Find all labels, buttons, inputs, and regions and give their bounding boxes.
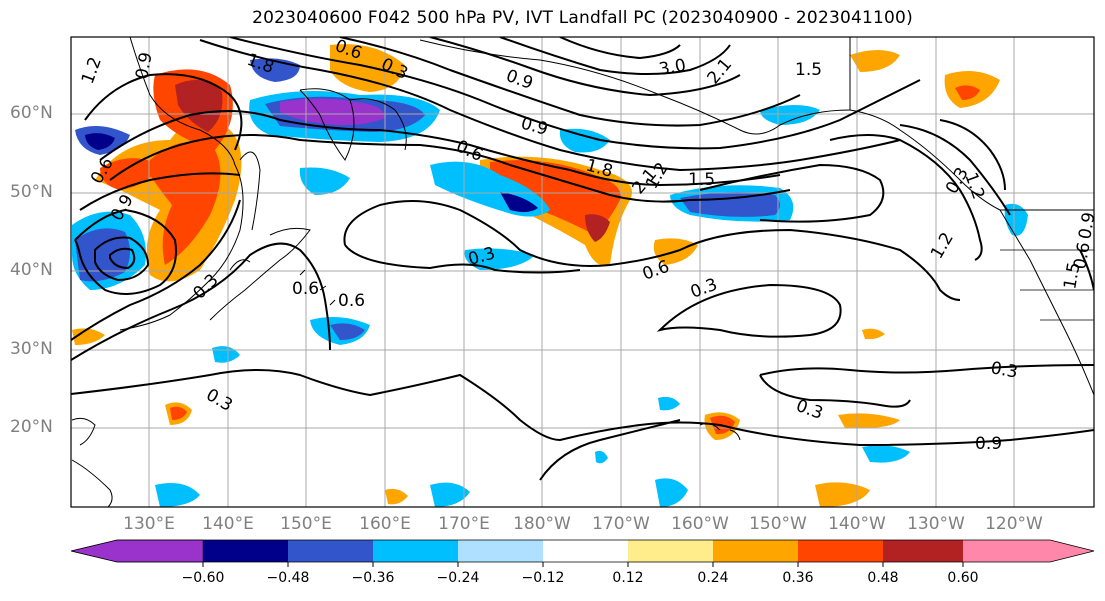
contour-label: 1.5 — [795, 60, 822, 80]
anomaly-negative-gulf-core — [680, 192, 780, 217]
lat-label: 60°N — [10, 103, 53, 123]
anomaly-negative-small-2 — [299, 167, 350, 195]
contour-label: 1.5 — [688, 170, 715, 190]
anomaly-positive-small-4 — [815, 482, 870, 507]
anomaly-negative-alaska — [760, 105, 820, 125]
colorbar-segment — [458, 540, 543, 562]
contour-label: 1.2 — [927, 229, 958, 262]
anomaly-negative-west-2-core — [85, 133, 115, 150]
contour-label: 0.9 — [975, 434, 1002, 454]
anomaly-negative-aleutian — [559, 128, 610, 153]
colorbar-segment — [543, 540, 628, 562]
anomaly-negative-small-8 — [655, 478, 688, 507]
anomaly-positive-small-5 — [838, 413, 900, 429]
colorbar-tick-label: −0.24 — [436, 570, 480, 586]
contour-label: 0.9 — [132, 51, 156, 81]
lon-label: 120°W — [985, 514, 1043, 534]
colorbar — [70, 539, 1095, 567]
colorbar-segment — [628, 540, 713, 562]
contour-label: 1.5 — [1060, 261, 1084, 291]
colorbar-segment — [203, 540, 288, 562]
contour-label: 0.6 — [292, 279, 319, 299]
lon-label: 170°E — [438, 514, 490, 534]
lat-label: 30°N — [10, 339, 53, 359]
colorbar-segment — [713, 540, 798, 562]
colorbar-segment — [883, 540, 963, 562]
coastlines — [71, 37, 1094, 507]
colorbar-tick-label: −0.48 — [266, 570, 310, 586]
colorbar-segment — [798, 540, 883, 562]
contour-label: 2.1 — [704, 55, 737, 89]
colorbar-tick-label: 0.48 — [867, 570, 899, 586]
anomaly-positive-nw-core — [175, 79, 223, 132]
lon-label: 150°E — [280, 514, 332, 534]
lon-label: 130°E — [123, 514, 175, 534]
colorbar-tick-label: −0.36 — [351, 570, 395, 586]
contour-label: 1.2 — [78, 54, 106, 86]
colorbar-outline — [70, 539, 1095, 563]
anomaly-positive-small-8 — [72, 328, 105, 345]
lat-label: 50°N — [10, 182, 53, 202]
pv-contours — [71, 37, 1094, 481]
anomaly-negative-small-9 — [862, 445, 910, 463]
pv-anomaly-shading — [72, 44, 1028, 507]
contour-label: 0.9 — [1075, 211, 1099, 241]
colorbar-tick-label: −0.12 — [521, 570, 565, 586]
lon-label: 160°W — [671, 514, 729, 534]
map-title: 2023040600 F042 500 hPa PV, IVT Landfall… — [252, 8, 913, 28]
lon-label: 150°W — [749, 514, 807, 534]
colorbar-segment — [963, 540, 1094, 562]
anomaly-negative-small-12 — [658, 396, 680, 411]
lon-label: 170°W — [592, 514, 650, 534]
map-frame — [70, 36, 1095, 508]
anomaly-positive-small-6-core — [955, 85, 980, 100]
anomaly-negative-small-6 — [155, 482, 200, 507]
anomaly-negative-small-7 — [430, 482, 470, 507]
anomaly-negative-small-11 — [595, 450, 608, 464]
colorbar-segment — [373, 540, 458, 562]
lon-label: 180°W — [513, 514, 571, 534]
anomaly-negative-small-4 — [330, 323, 365, 340]
anomaly-negative-west-core — [75, 228, 130, 282]
lon-label: 160°E — [359, 514, 411, 534]
anomaly-positive-jet-inner — [585, 214, 610, 242]
colorbar-tick-label: 0.12 — [612, 570, 644, 586]
anomaly-positive-small-10 — [862, 328, 885, 340]
contour-label: 0.3 — [989, 358, 1019, 382]
anomaly-negative-jet-core — [500, 192, 538, 213]
contour-label: 3.0 — [657, 56, 687, 80]
colorbar-tick-label: 0.24 — [697, 570, 729, 586]
anomaly-negative-small-10 — [1004, 203, 1028, 236]
lon-label: 130°W — [907, 514, 965, 534]
anomaly-positive-small-2-core — [170, 406, 187, 420]
colorbar-segment — [288, 540, 373, 562]
anomaly-positive-small-7 — [850, 50, 900, 72]
graticule — [71, 37, 1094, 507]
contour-label: 0.6 — [338, 291, 365, 311]
contour-label: 0.9 — [519, 114, 550, 140]
contour-label: 0.6 — [1070, 241, 1094, 271]
anomaly-negative-small-5 — [212, 346, 240, 363]
lat-label: 20°N — [10, 417, 53, 437]
colorbar-segment — [70, 539, 204, 563]
contour-label: 0.3 — [203, 385, 236, 416]
lat-label: 40°N — [10, 260, 53, 280]
colorbar-tick-label: 0.60 — [947, 570, 979, 586]
anomaly-positive-north — [330, 44, 405, 92]
anomaly-negative-small-1 — [464, 248, 535, 270]
lon-label: 140°E — [202, 514, 254, 534]
colorbar-tick-label: 0.36 — [782, 570, 814, 586]
lon-label: 140°W — [828, 514, 886, 534]
contour-label: 0.3 — [688, 275, 720, 303]
anomaly-positive-nw-edge — [100, 158, 160, 190]
anomaly-positive-small-9 — [385, 488, 408, 505]
colorbar-tick-label: −0.60 — [181, 570, 225, 586]
